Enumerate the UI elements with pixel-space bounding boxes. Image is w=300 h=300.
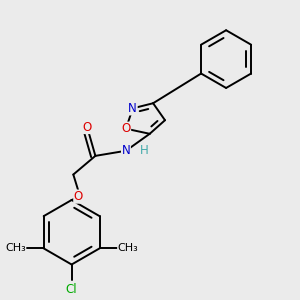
- Text: Cl: Cl: [66, 283, 77, 296]
- Text: O: O: [121, 122, 130, 135]
- Text: O: O: [82, 121, 92, 134]
- Text: N: N: [122, 144, 130, 157]
- Text: CH₃: CH₃: [118, 243, 138, 254]
- Text: CH₃: CH₃: [5, 243, 26, 254]
- Text: O: O: [74, 190, 83, 203]
- Text: N: N: [128, 102, 137, 115]
- Text: H: H: [140, 144, 149, 157]
